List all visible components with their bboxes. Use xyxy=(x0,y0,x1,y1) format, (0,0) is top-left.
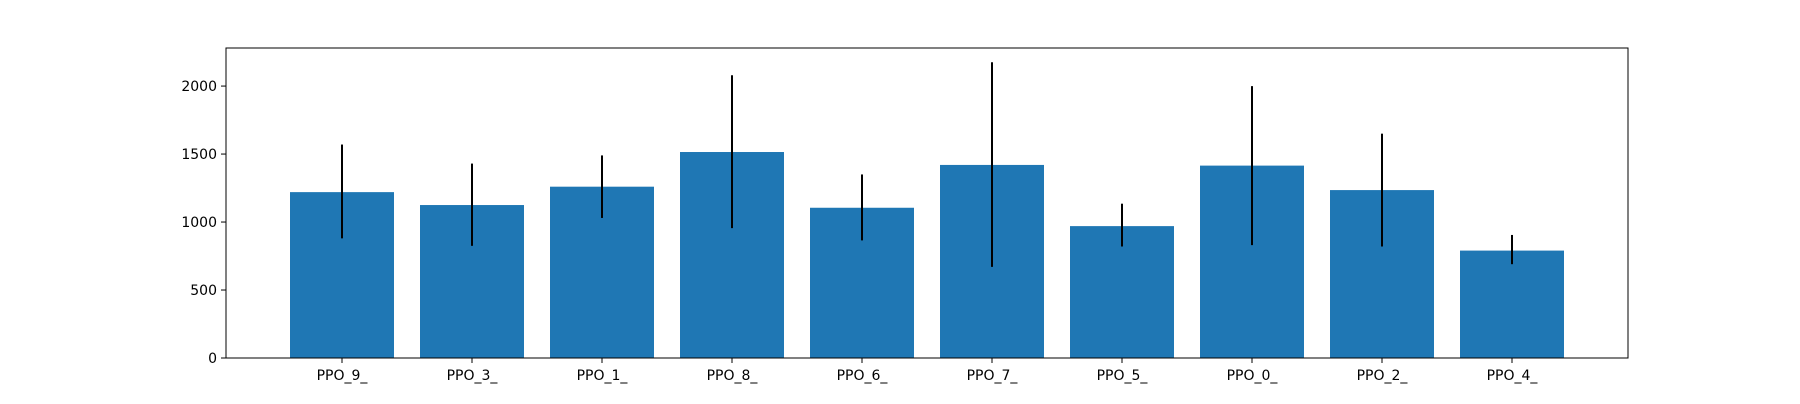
y-tick-label: 2000 xyxy=(181,79,217,95)
x-axis: PPO_9_ PPO_3_ PPO_1_ PPO_8_ PPO_6_ PPO_7_ PPO_… xyxy=(317,358,1539,384)
bar-ppo-5 xyxy=(1070,226,1174,358)
y-tick-label: 1500 xyxy=(181,147,217,163)
bar-ppo-4 xyxy=(1460,250,1564,358)
x-tick-label: PPO_3_ xyxy=(447,368,499,384)
x-tick-label: PPO_2_ xyxy=(1357,368,1409,384)
y-tick-label: 1000 xyxy=(181,215,217,231)
x-tick-label: PPO_0_ xyxy=(1227,368,1279,384)
x-tick-label: PPO_8_ xyxy=(707,368,759,384)
x-tick-label: PPO_5_ xyxy=(1097,368,1149,384)
y-tick-label: 500 xyxy=(190,283,217,299)
x-tick-label: PPO_6_ xyxy=(837,368,889,384)
y-axis: 0 500 1000 1500 2000 xyxy=(181,79,226,367)
y-tick-label: 0 xyxy=(208,351,217,367)
x-tick-label: PPO_4_ xyxy=(1487,368,1539,384)
x-tick-label: PPO_9_ xyxy=(317,368,369,384)
plot-frame xyxy=(225,47,1629,359)
x-tick-label: PPO_1_ xyxy=(577,368,629,384)
error-bars-layer xyxy=(341,62,1513,267)
bars-layer xyxy=(290,152,1564,358)
x-tick-label: PPO_7_ xyxy=(967,368,1019,384)
